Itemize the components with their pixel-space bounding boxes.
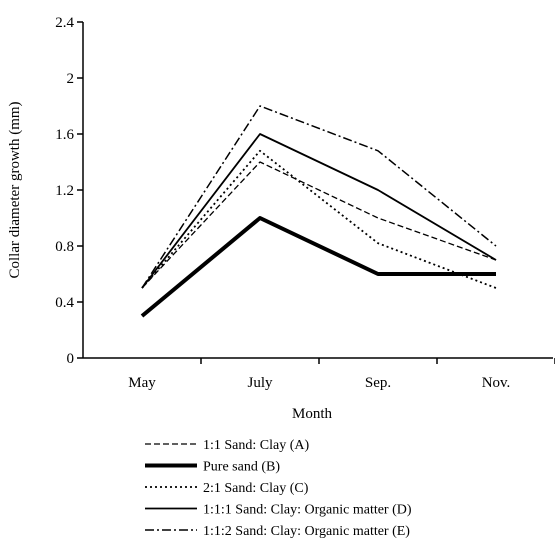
- x-tick-label: May: [128, 375, 156, 391]
- y-tick-label: 2.4: [55, 15, 74, 31]
- y-axis-label: Collar diameter growth (mm): [7, 101, 23, 278]
- series-line-b: [140, 216, 496, 318]
- series-line-a: [141, 161, 497, 289]
- x-axis-ticks: May July Sep. Nov.: [128, 358, 555, 391]
- y-tick-label: 1.6: [55, 127, 74, 143]
- x-axis-label: Month: [292, 406, 333, 422]
- y-tick-label: 1.2: [55, 183, 74, 199]
- series-line-d: [141, 133, 497, 289]
- y-tick-label: 0.8: [55, 239, 74, 255]
- series-lines: [140, 105, 497, 318]
- y-tick-label: 0: [67, 351, 75, 367]
- legend-label: 2:1 Sand: Clay (C): [203, 481, 309, 496]
- x-tick-label: Nov.: [482, 375, 511, 391]
- legend: 1:1 Sand: Clay (A) Pure sand (B) 2:1 Sand:…: [145, 438, 412, 539]
- legend-label: 1:1 Sand: Clay (A): [203, 438, 309, 453]
- y-axis-ticks: 0 0.4 0.8 1.2 1.6 2 2.4: [55, 15, 83, 367]
- legend-label: Pure sand (B): [203, 460, 280, 475]
- legend-label: 1:1:2 Sand: Clay: Organic matter (E): [203, 524, 410, 539]
- y-tick-label: 2: [67, 71, 75, 87]
- series-line-c: [141, 149, 497, 289]
- x-tick-label: July: [247, 375, 273, 391]
- legend-label: 1:1:1 Sand: Clay: Organic matter (D): [203, 503, 412, 518]
- y-tick-label: 0.4: [55, 295, 74, 311]
- series-line-e: [141, 105, 497, 289]
- x-tick-label: Sep.: [365, 375, 391, 391]
